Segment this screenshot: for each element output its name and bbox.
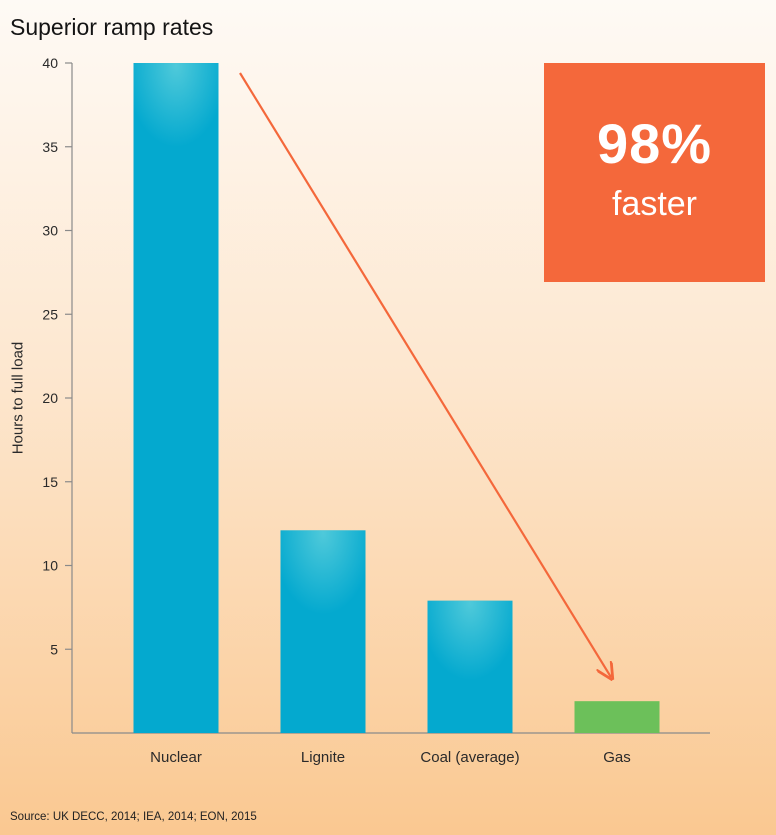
bars [133,63,660,733]
y-ticks: 5 10 15 20 25 30 35 40 [42,55,72,657]
bar-highlight [280,530,366,671]
x-tick-label: Lignite [301,749,345,766]
chart-title: Superior ramp rates [10,14,214,40]
callout-value: 98% [596,112,713,175]
y-tick-label: 5 [50,641,58,657]
bar [574,701,660,733]
y-tick-label: 30 [42,223,58,239]
trend-arrow [239,72,611,677]
bar-highlight [133,63,219,203]
y-tick-label: 10 [42,558,58,574]
y-tick-label: 40 [42,55,58,71]
x-tick-labels: Nuclear Lignite Coal (average) Gas [150,749,631,766]
x-tick-label: Coal (average) [420,749,519,766]
y-tick-label: 20 [42,390,58,406]
y-tick-label: 35 [42,139,58,155]
bar-highlight [427,600,513,733]
source-note: Source: UK DECC, 2014; IEA, 2014; EON, 2… [10,811,257,823]
callout-box: 98% faster [544,63,765,282]
y-tick-label: 15 [42,474,58,490]
callout-label: faster [611,185,698,223]
x-tick-label: Gas [603,749,631,766]
arrow-line [239,72,611,677]
x-tick-label: Nuclear [150,749,202,766]
y-tick-label: 25 [42,306,58,322]
